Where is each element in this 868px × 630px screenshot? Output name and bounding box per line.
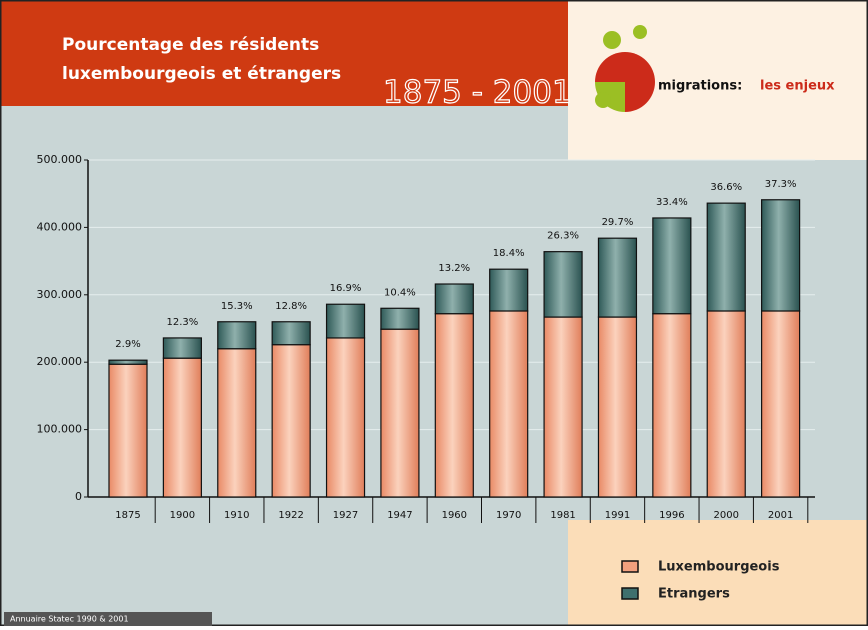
x-tick-label: 1981 (550, 510, 575, 521)
bar-segment (435, 314, 473, 497)
bar-segment (327, 338, 365, 497)
share-label: 29.7% (602, 217, 634, 228)
period: 1875 - 2001 (383, 75, 572, 111)
x-tick-label: 1910 (224, 510, 249, 521)
bar-segment (218, 349, 256, 497)
bar-segment (598, 317, 636, 497)
x-tick-label: 1991 (605, 510, 630, 521)
poster: Pourcentage des résidents luxembourgeois… (0, 0, 868, 626)
x-tick-label: 1960 (442, 510, 467, 521)
x-tick-label: 1970 (496, 510, 521, 521)
share-label: 18.4% (493, 248, 525, 259)
share-label: 10.4% (384, 287, 416, 298)
x-tick-label: 1996 (659, 510, 684, 521)
y-tick-label: 500.000 (37, 153, 83, 166)
bar-segment (762, 311, 800, 497)
bar-segment (381, 329, 419, 497)
brand-left: migrations: (658, 79, 742, 94)
bar-segment (490, 269, 528, 311)
x-tick-label: 1947 (387, 510, 412, 521)
bar-segment (544, 252, 582, 317)
x-tick-label: 1900 (170, 510, 195, 521)
y-tick-label: 200.000 (37, 355, 83, 368)
title-line: Pourcentage des résidents (62, 35, 319, 55)
bar-segment (272, 322, 310, 345)
x-tick-label: 2001 (768, 510, 793, 521)
share-label: 12.8% (275, 301, 307, 312)
y-tick-label: 300.000 (37, 288, 83, 301)
share-label: 12.3% (166, 317, 198, 328)
bar-segment (653, 314, 691, 497)
bar-segment (435, 284, 473, 314)
share-label: 33.4% (656, 197, 688, 208)
bar-segment (490, 311, 528, 497)
bar-segment (653, 218, 691, 314)
share-label: 2.9% (115, 339, 140, 350)
bar-segment (272, 345, 310, 497)
bar-segment (598, 238, 636, 317)
x-tick-label: 1927 (333, 510, 358, 521)
legend-label: Etrangers (658, 587, 730, 602)
y-tick-label: 0 (75, 490, 82, 503)
brand-right: les enjeux (760, 79, 835, 94)
bar-segment (381, 308, 419, 329)
share-label: 13.2% (438, 263, 470, 274)
share-label: 36.6% (710, 182, 742, 193)
title-line: luxembourgeois et étrangers (62, 64, 341, 84)
share-label: 15.3% (221, 301, 253, 312)
bar-segment (163, 338, 201, 358)
y-tick-label: 400.000 (37, 220, 83, 233)
source: Annuaire Statec 1990 & 2001 (10, 615, 129, 624)
legend-swatch (622, 561, 638, 572)
x-tick-label: 1922 (278, 510, 303, 521)
bar-segment (762, 200, 800, 311)
bar-segment (544, 317, 582, 497)
legend-swatch (622, 588, 638, 599)
bar-segment (707, 203, 745, 311)
share-label: 37.3% (765, 179, 797, 190)
x-tick-label: 1875 (115, 510, 140, 521)
bar-segment (109, 360, 147, 364)
bar-segment (707, 311, 745, 497)
legend-label: Luxembourgeois (658, 560, 780, 575)
share-label: 16.9% (330, 283, 362, 294)
share-label: 26.3% (547, 231, 579, 242)
x-tick-label: 2000 (714, 510, 739, 521)
bar-segment (163, 358, 201, 497)
bar-segment (109, 364, 147, 497)
bar-segment (327, 304, 365, 338)
y-tick-label: 100.000 (37, 423, 83, 436)
bar-segment (218, 322, 256, 349)
